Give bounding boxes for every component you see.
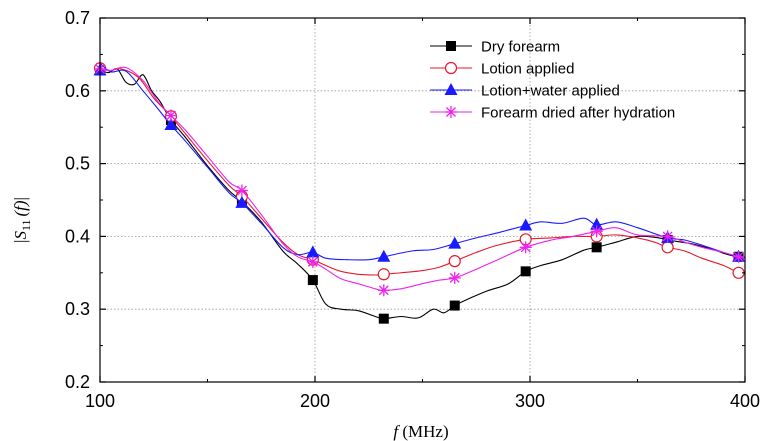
- y-axis-title-sub: 11: [19, 219, 33, 231]
- triangle-marker: [519, 218, 533, 231]
- circle-marker: [448, 255, 461, 268]
- triangle-marker: [448, 236, 462, 249]
- y-tick-label: 0.4: [65, 226, 90, 246]
- triangle-marker: [377, 249, 391, 262]
- square-marker: [446, 41, 456, 51]
- square-marker: [449, 300, 460, 311]
- x-tick-label: 400: [730, 391, 760, 411]
- asterisk-stroke: [449, 272, 460, 283]
- asterisk-stroke: [236, 185, 247, 196]
- asterisk-stroke: [446, 107, 456, 117]
- asterisk-marker: [235, 184, 248, 197]
- asterisk-stroke: [591, 226, 602, 237]
- x-tick-label: 100: [85, 391, 115, 411]
- asterisk-marker: [519, 241, 532, 254]
- series-layer: [93, 62, 746, 324]
- x-axis-title-f: f: [393, 422, 400, 441]
- y-tick-label: 0.6: [65, 81, 90, 101]
- y-tick-label: 0.7: [65, 8, 90, 28]
- triangle-marker: [306, 245, 320, 258]
- asterisk-stroke: [733, 251, 744, 262]
- legend: Dry forearm Lotion applied Lotion+water ap…: [430, 39, 675, 122]
- x-axis-title: f (MHz): [393, 422, 448, 441]
- asterisk-stroke: [520, 242, 531, 253]
- asterisk-marker: [661, 230, 674, 243]
- square-marker: [520, 266, 531, 277]
- asterisk-marker: [732, 250, 745, 263]
- asterisk-stroke: [662, 231, 673, 242]
- triangle-marker: [444, 83, 458, 95]
- grid: [100, 18, 745, 382]
- axes: 100 200 300 400 0.2 0.3 0.4 0.5 0.6 0.7: [65, 8, 760, 411]
- x-tick-label: 300: [515, 391, 545, 411]
- circle-marker: [661, 241, 674, 254]
- legend-label: Lotion+water applied: [481, 83, 620, 100]
- asterisk-marker: [306, 255, 319, 268]
- y-axis-title-open: |: [11, 240, 30, 243]
- y-axis-title-close: |: [11, 197, 30, 200]
- legend-item: Lotion applied: [430, 61, 574, 78]
- y-axis-title: |S11(f)|: [11, 197, 33, 243]
- asterisk-marker: [377, 284, 390, 297]
- legend-label: Lotion applied: [481, 61, 574, 78]
- y-axis-title-f: (f): [11, 200, 30, 216]
- square-marker: [307, 275, 318, 286]
- x-axis-title-unit: (MHz): [398, 422, 449, 441]
- asterisk-stroke: [165, 110, 176, 121]
- asterisk-marker: [448, 271, 461, 284]
- circle-marker: [377, 268, 390, 281]
- x-tick-label: 200: [300, 391, 330, 411]
- legend-item: Lotion+water applied: [430, 83, 620, 100]
- legend-label: Forearm dried after hydration: [481, 105, 675, 122]
- triangle-marker: [590, 217, 604, 230]
- y-tick-label: 0.5: [65, 154, 90, 174]
- asterisk-stroke: [307, 256, 318, 267]
- triangle-marker: [164, 118, 178, 131]
- y-axis-title-s: S: [11, 231, 30, 240]
- square-marker: [378, 313, 389, 324]
- asterisk-marker: [445, 106, 457, 118]
- asterisk-marker: [164, 109, 177, 122]
- circle-marker: [444, 61, 458, 75]
- y-tick-label: 0.3: [65, 299, 90, 319]
- series-line: [99, 68, 746, 320]
- legend-item: Forearm dried after hydration: [430, 105, 675, 122]
- legend-item: Dry forearm: [430, 39, 560, 56]
- y-tick-label: 0.2: [65, 372, 90, 392]
- asterisk-marker: [590, 225, 603, 238]
- legend-label: Dry forearm: [481, 39, 560, 56]
- square-marker: [591, 242, 602, 253]
- series-line: [99, 62, 746, 261]
- series-line: [99, 67, 746, 276]
- triangle-marker: [235, 195, 249, 208]
- asterisk-stroke: [378, 285, 389, 296]
